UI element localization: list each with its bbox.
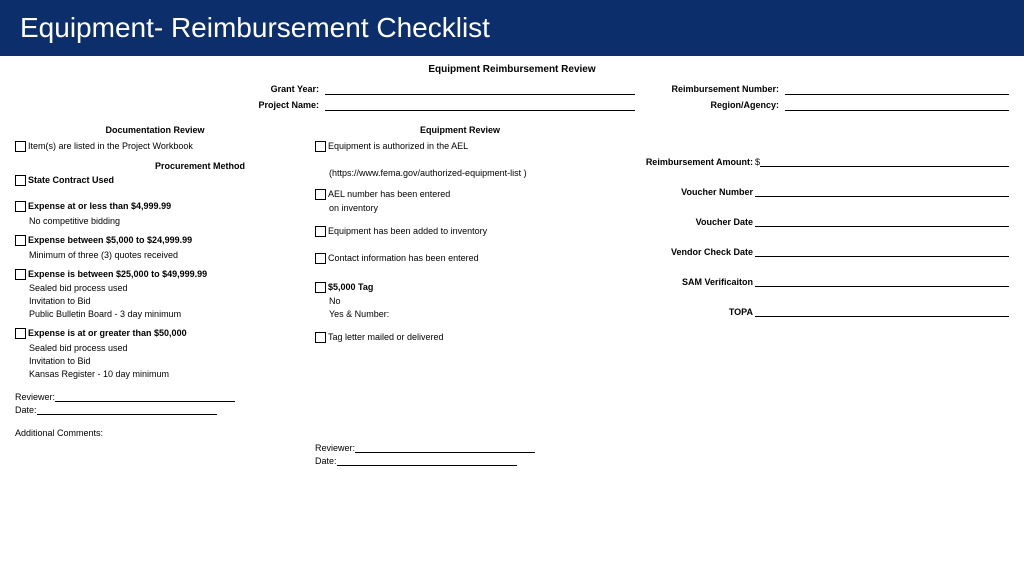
review-title: Equipment Reimbursement Review [15,64,1009,75]
expense-3: Expense is between $25,000 to $49,999.99 [28,269,207,281]
expense-4-s2: Invitation to Bid [29,356,295,366]
date-input[interactable] [37,405,217,415]
added-inventory: Equipment has been added to inventory [328,226,487,238]
comments-label: Additional Comments: [15,428,295,438]
reimb-amount-label: Reimbursement Amount: [625,157,755,167]
reviewer-input[interactable] [55,392,235,402]
checkbox[interactable] [315,282,326,293]
item-workbook: Item(s) are listed in the Project Workbo… [28,141,193,153]
date-label: Date: [15,405,37,415]
contact-info: Contact information has been entered [328,253,479,265]
vendor-check-label: Vendor Check Date [625,247,755,257]
expense-3-s2: Invitation to Bid [29,296,295,306]
topa-input[interactable] [755,305,1009,317]
voucher-number-label: Voucher Number [625,187,755,197]
ael-number: AEL number has been entered [328,189,450,201]
checkbox[interactable] [15,328,26,339]
sam-input[interactable] [755,275,1009,287]
checkbox[interactable] [315,141,326,152]
topa-label: TOPA [625,307,755,317]
page-title: Equipment- Reimbursement Checklist [0,0,1024,56]
reimb-number-input[interactable] [785,83,1009,95]
checkbox[interactable] [315,253,326,264]
form-body: Equipment Reimbursement Review Grant Yea… [0,56,1024,477]
checkbox[interactable] [15,175,26,186]
reimb-amount-input[interactable] [760,155,1009,167]
expense-2: Expense between $5,000 to $24,999.99 [28,235,192,247]
state-contract: State Contract Used [28,175,114,187]
expense-3-s3: Public Bulletin Board - 3 day minimum [29,309,295,319]
vendor-check-input[interactable] [755,245,1009,257]
grant-year-input[interactable] [325,83,635,95]
voucher-date-label: Voucher Date [625,217,755,227]
checkbox[interactable] [15,269,26,280]
region-agency-label: Region/Agency: [665,100,785,110]
tag-yes: Yes & Number: [329,309,605,319]
tag-no: No [329,296,605,306]
date2-input[interactable] [337,456,517,466]
top-fields: Grant Year: Project Name: Reimbursement … [15,83,1009,115]
financial-col: Reimbursement Amount:$ Voucher Number Vo… [625,125,1009,469]
documentation-review-col: Documentation Review Item(s) are listed … [15,125,295,469]
reviewer2-label: Reviewer: [315,443,355,453]
equip-review-heading: Equipment Review [315,125,605,135]
grant-year-label: Grant Year: [15,84,325,94]
expense-4-s3: Kansas Register - 10 day minimum [29,369,295,379]
checkbox[interactable] [15,235,26,246]
equip-ael: Equipment is authorized in the AEL [328,141,468,153]
reimb-number-label: Reimbursement Number: [665,84,785,94]
ael-url: (https://www.fema.gov/authorized-equipme… [329,168,605,178]
project-name-input[interactable] [325,99,635,111]
checkbox[interactable] [315,332,326,343]
expense-2-sub: Minimum of three (3) quotes received [29,250,295,260]
expense-4-s1: Sealed bid process used [29,343,295,353]
checkbox[interactable] [15,141,26,152]
expense-4: Expense is at or greater than $50,000 [28,328,187,340]
expense-1: Expense at or less than $4,999.99 [28,201,171,213]
checkbox[interactable] [315,226,326,237]
checkbox[interactable] [15,201,26,212]
expense-3-s1: Sealed bid process used [29,283,295,293]
sam-label: SAM Verificaiton [625,277,755,287]
reviewer2-input[interactable] [355,443,535,453]
reviewer-label: Reviewer: [15,392,55,402]
procurement-heading: Procurement Method [155,161,295,171]
on-inventory: on inventory [329,203,605,213]
tag-letter: Tag letter mailed or delivered [328,332,444,344]
equipment-review-col: Equipment Review Equipment is authorized… [315,125,605,469]
date2-label: Date: [315,456,337,466]
project-name-label: Project Name: [15,100,325,110]
doc-review-heading: Documentation Review [15,125,295,135]
checkbox[interactable] [315,189,326,200]
expense-1-sub: No competitive bidding [29,216,295,226]
voucher-date-input[interactable] [755,215,1009,227]
voucher-number-input[interactable] [755,185,1009,197]
region-agency-input[interactable] [785,99,1009,111]
tag-5000: $5,000 Tag [328,282,373,294]
